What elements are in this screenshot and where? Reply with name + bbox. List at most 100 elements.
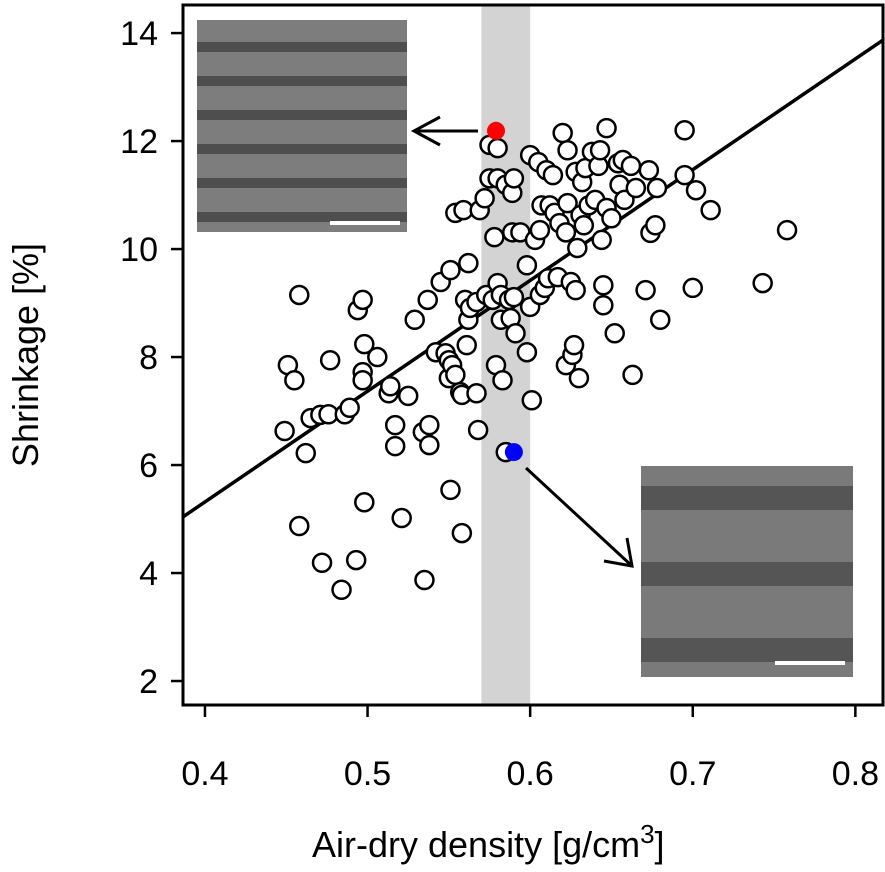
point [620, 155, 642, 177]
point [563, 334, 585, 356]
arrows [410, 115, 634, 568]
point [638, 159, 660, 181]
point [591, 229, 612, 251]
point [367, 346, 388, 368]
point [492, 370, 513, 391]
y-tick-label: 4 [139, 555, 158, 593]
y-tick-label: 14 [120, 15, 158, 53]
y-tick-label: 2 [139, 663, 158, 701]
point [596, 117, 617, 139]
y-tick-label: 8 [139, 339, 158, 377]
point [573, 215, 595, 236]
point [380, 375, 401, 397]
point [456, 334, 477, 356]
point [295, 442, 317, 464]
point [504, 443, 523, 462]
point [593, 274, 614, 296]
point [339, 397, 360, 419]
point [311, 552, 333, 574]
point [776, 219, 798, 241]
point [685, 179, 707, 201]
point [284, 370, 305, 391]
point [521, 389, 543, 411]
point [505, 323, 526, 344]
point [451, 522, 473, 544]
plot-area [182, 5, 884, 705]
fit-line [182, 38, 884, 519]
point [646, 177, 668, 199]
point [354, 492, 375, 513]
point [352, 370, 373, 391]
point [604, 323, 625, 344]
x-label-end: ] [655, 824, 665, 865]
point [404, 309, 425, 331]
point [555, 222, 577, 243]
point [445, 364, 466, 386]
x-label-sup: 3 [640, 819, 654, 849]
point [752, 272, 773, 294]
point [384, 435, 406, 457]
point [542, 164, 564, 186]
point [484, 226, 505, 248]
point [589, 139, 611, 161]
point [649, 309, 671, 331]
x-tick-label: 0.4 [181, 755, 228, 793]
point [529, 219, 551, 241]
point [414, 569, 435, 591]
point [419, 414, 440, 436]
point [593, 294, 614, 316]
point [274, 420, 295, 442]
point [516, 255, 538, 276]
point [391, 507, 412, 529]
point [567, 237, 588, 259]
x-tick-label: 0.8 [832, 755, 879, 793]
x-tick-label: 0.6 [507, 755, 554, 793]
point [625, 177, 647, 199]
point [552, 122, 573, 144]
inset-bottom [641, 466, 853, 677]
point [674, 120, 695, 141]
y-axis-label: Shrinkage [%] [5, 243, 46, 467]
point [466, 382, 487, 404]
point [487, 137, 508, 159]
point [354, 333, 375, 355]
point [557, 139, 578, 161]
plot-frame [181, 3, 885, 707]
point [557, 192, 578, 214]
point [417, 289, 438, 311]
point [440, 479, 461, 501]
inset-top [197, 20, 407, 232]
point [635, 279, 656, 301]
point [674, 164, 695, 186]
point [601, 208, 622, 229]
x-label-text: Air-dry density [g/cm [312, 824, 640, 865]
point [319, 350, 341, 371]
point [645, 215, 666, 236]
point [345, 549, 367, 571]
point [565, 279, 586, 301]
point [568, 367, 590, 389]
point [458, 252, 479, 274]
y-tick-label: 12 [120, 123, 158, 161]
point [352, 289, 373, 311]
point [331, 579, 352, 601]
point [289, 515, 310, 537]
x-tick-label: 0.5 [344, 755, 391, 793]
point [503, 286, 525, 308]
point [516, 341, 538, 363]
y-tick-label: 6 [139, 447, 158, 485]
point [622, 364, 643, 386]
point [289, 284, 310, 306]
x-tick-label: 0.7 [669, 755, 716, 793]
x-axis-label: Air-dry density [g/cm3] [312, 819, 665, 865]
point [503, 168, 525, 189]
point [682, 277, 704, 299]
point [467, 419, 489, 441]
point [474, 188, 495, 209]
point [487, 121, 506, 140]
point [384, 414, 406, 436]
point [700, 199, 721, 221]
point [397, 385, 419, 407]
